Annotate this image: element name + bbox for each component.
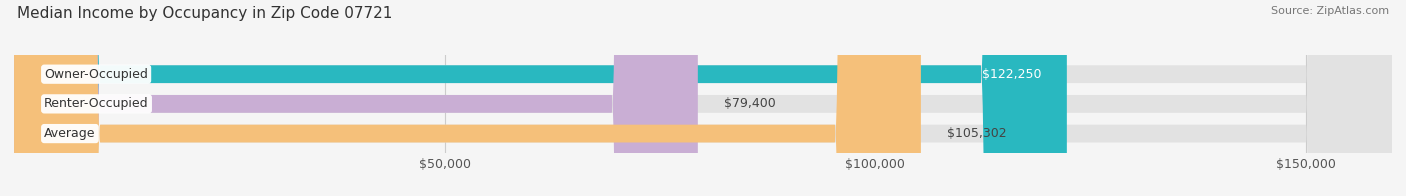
FancyBboxPatch shape [14, 0, 1067, 196]
Text: $79,400: $79,400 [724, 97, 776, 110]
FancyBboxPatch shape [14, 0, 1392, 196]
FancyBboxPatch shape [14, 0, 1392, 196]
Text: $105,302: $105,302 [946, 127, 1007, 140]
Text: Owner-Occupied: Owner-Occupied [44, 68, 148, 81]
FancyBboxPatch shape [14, 0, 1392, 196]
Text: Renter-Occupied: Renter-Occupied [44, 97, 149, 110]
Text: Median Income by Occupancy in Zip Code 07721: Median Income by Occupancy in Zip Code 0… [17, 6, 392, 21]
Text: Source: ZipAtlas.com: Source: ZipAtlas.com [1271, 6, 1389, 16]
Text: Average: Average [44, 127, 96, 140]
FancyBboxPatch shape [14, 0, 921, 196]
FancyBboxPatch shape [14, 0, 697, 196]
Text: $122,250: $122,250 [981, 68, 1040, 81]
